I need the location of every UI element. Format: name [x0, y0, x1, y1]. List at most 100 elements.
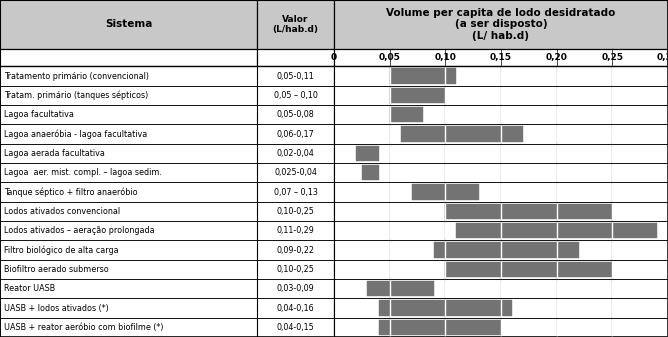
Text: Lagoa  aer. mist. compl. – lagoa sedim.: Lagoa aer. mist. compl. – lagoa sedim. [4, 168, 162, 177]
Bar [334, 86, 668, 105]
Bar [379, 319, 501, 335]
Bar [0, 86, 257, 105]
Bar [257, 240, 334, 260]
Bar [257, 163, 334, 182]
Bar [389, 88, 446, 103]
Text: 0,10: 0,10 [434, 53, 456, 62]
Text: 0,10-0,25: 0,10-0,25 [277, 265, 315, 274]
Text: Reator UASB: Reator UASB [4, 284, 55, 293]
Bar [334, 318, 668, 337]
Bar [334, 0, 668, 49]
Bar [334, 240, 668, 260]
Bar [0, 105, 257, 124]
Bar [456, 223, 657, 238]
Bar [334, 202, 668, 221]
Bar [257, 124, 334, 144]
Text: UASB + reator aeróbio com biofilme (*): UASB + reator aeróbio com biofilme (*) [4, 323, 164, 332]
Bar [0, 124, 257, 144]
Bar [334, 163, 668, 182]
Bar [257, 202, 334, 221]
Bar [0, 0, 257, 49]
Bar [362, 165, 379, 180]
Text: Lagoa aerada facultativa: Lagoa aerada facultativa [4, 149, 105, 158]
Text: 0,15: 0,15 [490, 53, 512, 62]
Bar [446, 204, 613, 219]
Text: 0,03-0,09: 0,03-0,09 [277, 284, 315, 293]
Bar [401, 126, 523, 142]
Text: Valor
(L/hab.d): Valor (L/hab.d) [273, 15, 319, 34]
Text: Lagoa anaeróbia - lagoa facultativa: Lagoa anaeróbia - lagoa facultativa [4, 129, 147, 139]
Bar [334, 182, 668, 202]
Text: 0,30: 0,30 [657, 53, 668, 62]
Text: UASB + lodos ativados (*): UASB + lodos ativados (*) [4, 304, 109, 312]
Bar [334, 66, 668, 86]
Text: Tanque séptico + filtro anaeróbio: Tanque séptico + filtro anaeróbio [4, 187, 138, 197]
Bar [334, 279, 668, 298]
Bar [0, 240, 257, 260]
Bar [334, 260, 668, 279]
Text: 0,07 – 0,13: 0,07 – 0,13 [274, 187, 317, 196]
Text: Filtro biológico de alta carga: Filtro biológico de alta carga [4, 245, 119, 255]
Text: 0,04-0,15: 0,04-0,15 [277, 323, 315, 332]
Bar [0, 163, 257, 182]
Text: 0,10-0,25: 0,10-0,25 [277, 207, 315, 216]
Text: Lodos ativados convencional: Lodos ativados convencional [4, 207, 120, 216]
Bar [0, 202, 257, 221]
Bar [334, 49, 668, 66]
Bar [257, 49, 334, 66]
Bar [257, 86, 334, 105]
Bar [0, 260, 257, 279]
Text: 0,02-0,04: 0,02-0,04 [277, 149, 315, 158]
Bar [0, 66, 257, 86]
Bar [446, 262, 613, 277]
Bar [257, 318, 334, 337]
Bar [0, 144, 257, 163]
Bar [257, 0, 334, 49]
Bar [334, 221, 668, 240]
Bar [412, 184, 479, 200]
Bar [0, 279, 257, 298]
Text: Volume per capita de lodo desidratado
(a ser disposto)
(L/ hab.d): Volume per capita de lodo desidratado (a… [386, 8, 616, 41]
Bar [257, 221, 334, 240]
Text: 0,06-0,17: 0,06-0,17 [277, 129, 315, 139]
Bar [379, 300, 512, 316]
Bar [257, 144, 334, 163]
Bar [389, 107, 423, 122]
Bar [0, 221, 257, 240]
Bar [257, 182, 334, 202]
Text: 0,05 – 0,10: 0,05 – 0,10 [274, 91, 317, 100]
Bar [367, 281, 434, 297]
Text: 0,05-0,08: 0,05-0,08 [277, 110, 315, 119]
Text: 0: 0 [331, 53, 337, 62]
Bar [356, 146, 379, 161]
Bar [0, 298, 257, 318]
Bar [0, 49, 257, 66]
Text: Lodos ativados – aeração prolongada: Lodos ativados – aeração prolongada [4, 226, 154, 235]
Bar [257, 279, 334, 298]
Text: Tratamento primário (convencional): Tratamento primário (convencional) [4, 71, 149, 81]
Bar [257, 105, 334, 124]
Text: Lagoa facultativa: Lagoa facultativa [4, 110, 74, 119]
Text: 0,04-0,16: 0,04-0,16 [277, 304, 315, 312]
Bar [389, 68, 456, 84]
Bar [0, 318, 257, 337]
Text: 0,11-0,29: 0,11-0,29 [277, 226, 315, 235]
Text: Biofiltro aerado submerso: Biofiltro aerado submerso [4, 265, 109, 274]
Bar [257, 260, 334, 279]
Text: 0,05: 0,05 [379, 53, 401, 62]
Text: 0,09-0,22: 0,09-0,22 [277, 246, 315, 254]
Text: 0,05-0,11: 0,05-0,11 [277, 71, 315, 81]
Bar [334, 144, 668, 163]
Bar [257, 298, 334, 318]
Bar [334, 124, 668, 144]
Text: 0,20: 0,20 [546, 53, 568, 62]
Text: 0,25: 0,25 [601, 53, 623, 62]
Bar [0, 182, 257, 202]
Bar [434, 242, 579, 258]
Bar [334, 298, 668, 318]
Bar [334, 105, 668, 124]
Text: Sistema: Sistema [105, 20, 152, 29]
Text: 0,025-0,04: 0,025-0,04 [274, 168, 317, 177]
Bar [257, 66, 334, 86]
Text: Tratam. primário (tanques sépticos): Tratam. primário (tanques sépticos) [4, 91, 148, 100]
